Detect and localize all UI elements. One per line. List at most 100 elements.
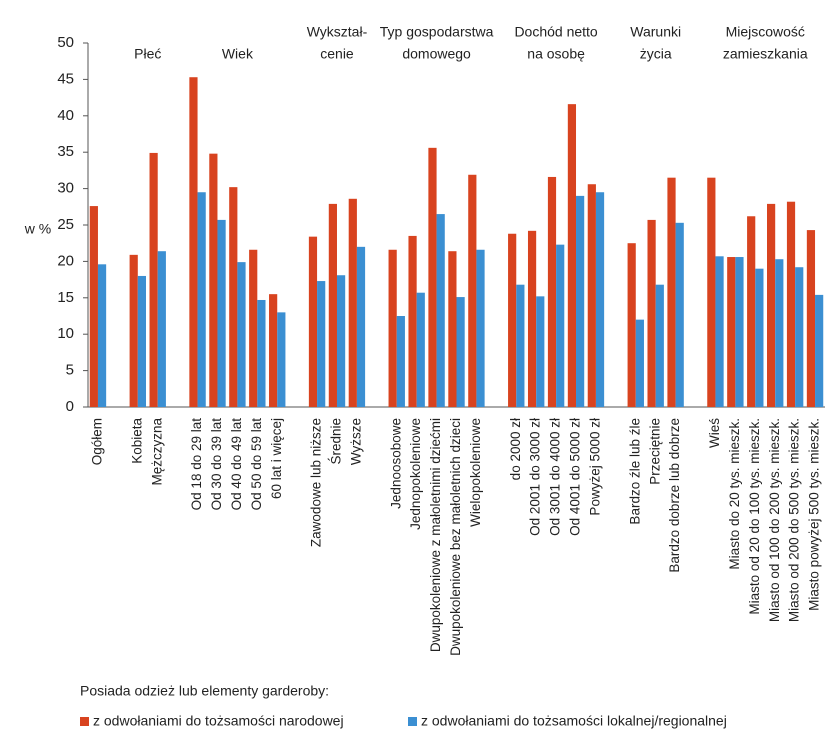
bar	[727, 257, 736, 407]
x-tick-label: Wyższe	[348, 418, 363, 465]
bar	[89, 206, 98, 407]
x-tick-label: Mężczyzna	[149, 418, 164, 486]
bar	[675, 222, 684, 407]
bar	[229, 187, 238, 407]
bar	[587, 184, 596, 407]
bar	[715, 256, 724, 407]
group-label: zamieszkania	[723, 46, 808, 62]
group-label: Płeć	[134, 46, 161, 62]
bar	[129, 254, 138, 407]
legend-label: z odwołaniami do tożsamości lokalnej/reg…	[421, 713, 727, 729]
bar	[217, 219, 226, 407]
bar	[595, 192, 605, 407]
group-label: Wykształ-	[307, 24, 368, 40]
x-tick-label: Średnie	[329, 418, 344, 465]
bar	[795, 267, 804, 407]
bar	[137, 275, 146, 407]
bar	[356, 246, 366, 407]
bar	[468, 174, 477, 407]
y-tick-label: 0	[66, 398, 74, 415]
bar	[237, 262, 246, 407]
y-tick-label: 15	[57, 289, 74, 306]
y-tick-label: 5	[66, 362, 74, 379]
y-tick-label: 30	[57, 180, 74, 197]
group-label: Warunki	[630, 24, 681, 40]
y-tick-label: 25	[57, 216, 74, 233]
x-tick-label: Ogółem	[90, 418, 105, 465]
group-label: życia	[640, 46, 672, 62]
bar	[786, 201, 796, 407]
bar	[428, 147, 437, 407]
x-tick-label: Dwupokoleniowe z małoletnimi dziećmi	[428, 418, 443, 652]
bar	[516, 284, 525, 407]
bar	[328, 203, 337, 407]
y-tick-label: 45	[57, 70, 74, 87]
x-tick-label: Bardzo źle lub źle	[627, 418, 642, 525]
x-tick-label: Od 2001 do 3000 zł	[528, 418, 543, 536]
x-tick-label: Przeciętnie	[647, 418, 662, 485]
bar	[157, 251, 166, 407]
bar	[806, 230, 816, 407]
legend-label: z odwołaniami do tożsamości narodowej	[93, 713, 344, 729]
bar	[707, 177, 716, 407]
legend-swatch	[408, 717, 417, 726]
bar	[448, 251, 457, 407]
x-tick-label: Powyżej 5000 zł	[587, 418, 602, 516]
y-tick-label: 50	[57, 34, 74, 51]
x-tick-label: do 2000 zł	[508, 418, 523, 480]
bar	[635, 319, 644, 407]
x-tick-label: Wielopokoleniowe	[468, 418, 483, 527]
bar	[149, 152, 158, 407]
bar	[775, 259, 784, 407]
bar	[277, 312, 286, 407]
y-axis-label: w %	[24, 221, 51, 237]
bar	[755, 268, 764, 407]
bar	[456, 297, 465, 407]
x-tick-label: Jednopokoleniowe	[408, 418, 423, 530]
bar	[667, 177, 676, 407]
bar	[257, 299, 266, 407]
x-tick-label: Bardzo dobrze lub dobrze	[667, 418, 682, 573]
bar	[416, 292, 425, 407]
x-tick-label: Od 30 do 39 lat	[209, 418, 224, 511]
bar	[735, 257, 744, 407]
y-tick-label: 35	[57, 143, 74, 160]
group-label: cenie	[320, 46, 354, 62]
bar	[647, 219, 656, 407]
group-label: Typ gospodarstwa	[380, 24, 494, 40]
y-tick-label: 20	[57, 252, 74, 269]
x-tick-label: Od 18 do 29 lat	[189, 418, 204, 511]
bar	[388, 249, 397, 407]
bar	[317, 281, 326, 407]
bar	[508, 233, 517, 407]
bar	[269, 294, 278, 407]
bar	[436, 214, 445, 407]
bar	[408, 235, 417, 407]
bar	[189, 77, 198, 407]
x-tick-label: 60 lat i więcej	[269, 418, 284, 499]
x-tick-label: Dwupokoleniowe bez małoletnich dzieci	[448, 418, 463, 656]
group-label: domowego	[402, 46, 471, 62]
bar	[815, 294, 824, 407]
group-label: Miejscowość	[726, 24, 805, 40]
x-tick-label: Miasto powyżej 500 tys. mieszk.	[807, 418, 822, 611]
bar	[336, 275, 346, 407]
bar	[97, 264, 107, 407]
bar	[576, 195, 585, 407]
x-tick-label: Miasto od 20 do 100 tys. mieszk.	[747, 418, 762, 615]
y-tick-label: 40	[57, 107, 74, 124]
group-label: na osobę	[527, 46, 585, 62]
bar	[567, 104, 577, 407]
x-tick-label: Miasto do 20 tys. mieszk.	[727, 418, 742, 570]
x-tick-label: Miasto od 100 do 200 tys. mieszk.	[767, 418, 782, 622]
x-tick-label: Od 40 do 49 lat	[229, 418, 244, 511]
legend-title: Posiada odzież lub elementy garderoby:	[80, 683, 329, 699]
bar	[627, 243, 636, 407]
bar	[396, 316, 405, 407]
x-tick-label: Od 50 do 59 lat	[249, 418, 264, 511]
bar	[249, 249, 258, 407]
group-label: Dochód netto	[514, 24, 597, 40]
bar	[348, 198, 357, 407]
x-tick-label: Od 4001 do 5000 zł	[568, 418, 583, 536]
